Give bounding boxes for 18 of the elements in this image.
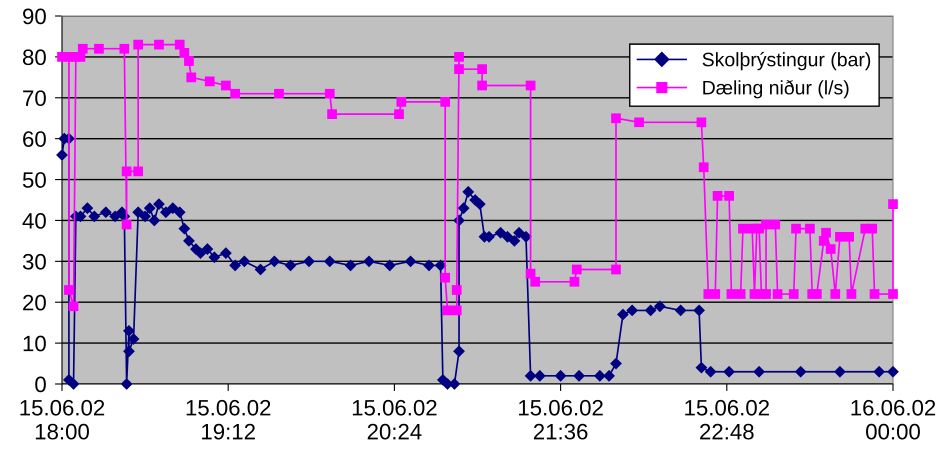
- y-tick-label: 60: [23, 131, 46, 147]
- y-tick-label: 50: [22, 172, 46, 188]
- y-tick-label: 0: [35, 376, 46, 392]
- x-tick-label: 15.06.02 19:12: [186, 400, 270, 440]
- x-tick-label: 16.06.02 00:00: [851, 400, 936, 440]
- y-tick-label: 80: [22, 49, 46, 66]
- y-tick-label: 90: [23, 8, 46, 24]
- x-tick-label: 15.06.02 22:48: [685, 400, 769, 440]
- x-tick-label: 15.06.02 20:24: [352, 400, 437, 440]
- legend-label: Skolþrýstingur (bar): [702, 52, 870, 70]
- y-tick-label: 30: [22, 254, 46, 270]
- y-tick-label: 10: [24, 336, 46, 352]
- y-tick-label: 70: [23, 90, 46, 106]
- x-tick-label: 15.06.02 18:00: [20, 400, 104, 440]
- y-tick-label: 20: [23, 294, 46, 310]
- y-tick-label: 40: [22, 212, 46, 229]
- x-tick-label: 15.06.02 21:36: [519, 400, 603, 440]
- legend-label: Dæling niður (l/s): [703, 80, 849, 98]
